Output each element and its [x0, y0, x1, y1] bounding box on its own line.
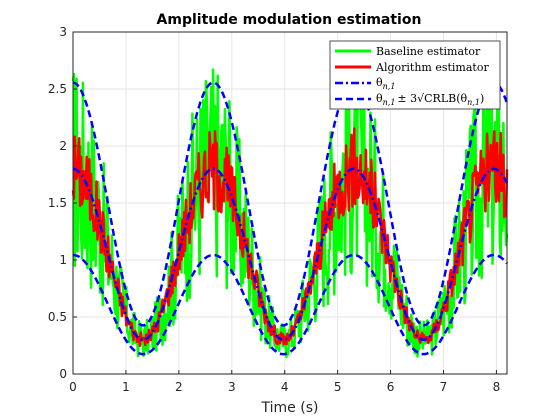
y-tick-label: 2 [59, 139, 67, 153]
y-tick-label: 3 [59, 25, 67, 39]
legend-bounds-sub: n,1 [383, 98, 396, 107]
series-theta-line [72, 167, 509, 342]
x-tick-label: 1 [122, 380, 130, 394]
legend-label-algorithm: Algorithm estimator [375, 61, 489, 74]
y-tick-label: 0 [59, 367, 67, 381]
x-tick-label: 3 [228, 380, 236, 394]
x-tick-label: 8 [493, 380, 501, 394]
legend-label-theta: θn,1 [376, 76, 395, 91]
legend-bounds-symbol: θ [376, 92, 383, 105]
legend: Baseline estimator Algorithm estimator θ… [329, 40, 501, 110]
x-tick-label: 7 [440, 380, 448, 394]
x-tick-label: 6 [387, 380, 395, 394]
y-tick-label: 1 [59, 253, 67, 267]
x-tick-label: 5 [334, 380, 342, 394]
x-axis-label: Time (s) [261, 400, 319, 416]
x-tick-label: 4 [281, 380, 289, 394]
x-tick-label: 2 [175, 380, 183, 394]
chart-title: Amplitude modulation estimation [157, 12, 422, 28]
series-lower-bound-line [72, 253, 508, 356]
y-tick-label: 2.5 [48, 82, 67, 96]
y-tick-label: 0.5 [48, 310, 67, 324]
y-tick-label: 1.5 [48, 196, 67, 210]
legend-label-baseline: Baseline estimator [376, 45, 481, 58]
x-tick-label: 0 [69, 380, 77, 394]
ticks: 0 1 2 3 4 5 6 7 8 0 0.5 1 1.5 2 2.5 3 [48, 25, 500, 394]
legend-bounds-tail-end: ) [480, 92, 484, 105]
series-upper-bound-line [72, 81, 509, 327]
legend-theta-sub: n,1 [383, 82, 396, 91]
legend-label-bounds: θn,1 ± 3√CRLB(θn,1) [376, 92, 484, 107]
legend-theta-symbol: θ [376, 76, 383, 89]
series-layer [71, 63, 509, 359]
legend-bounds-tail-sub: n,1 [467, 98, 480, 107]
legend-bounds-tail: ± 3√CRLB(θ [397, 92, 467, 105]
